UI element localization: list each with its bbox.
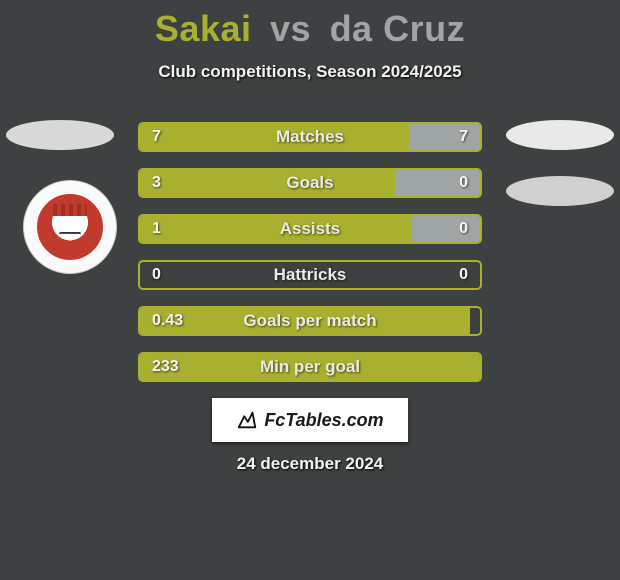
player2-club-placeholder [506, 176, 614, 206]
stat-row: 3Goals0 [138, 168, 482, 198]
stat-value-right: 0 [459, 170, 468, 196]
stat-label: Assists [140, 216, 480, 242]
stat-label: Hattricks [140, 262, 480, 288]
stat-label: Goals [140, 170, 480, 196]
club-logo-icon [37, 194, 103, 260]
brand-badge: FcTables.com [212, 398, 408, 442]
stat-label: Goals per match [140, 308, 480, 334]
player1-name: Sakai [155, 8, 252, 49]
comparison-title: Sakai vs da Cruz [0, 0, 620, 50]
stat-label: Matches [140, 124, 480, 150]
stats-bars: 7Matches73Goals01Assists00Hattricks00.43… [138, 122, 482, 398]
stat-value-right: 0 [459, 262, 468, 288]
vs-text: vs [270, 8, 311, 49]
stat-row: 233Min per goal [138, 352, 482, 382]
stat-row: 1Assists0 [138, 214, 482, 244]
subtitle: Club competitions, Season 2024/2025 [0, 62, 620, 82]
player1-photo-placeholder [6, 120, 114, 150]
stat-value-right: 7 [459, 124, 468, 150]
footer-date: 24 december 2024 [0, 454, 620, 474]
stat-label: Min per goal [140, 354, 480, 380]
player2-name: da Cruz [330, 8, 466, 49]
stat-row: 0.43Goals per match [138, 306, 482, 336]
stat-value-right: 0 [459, 216, 468, 242]
player2-photo-placeholder [506, 120, 614, 150]
stat-row: 7Matches7 [138, 122, 482, 152]
player1-club-logo [23, 180, 117, 274]
brand-logo-icon [236, 409, 258, 431]
stat-row: 0Hattricks0 [138, 260, 482, 290]
brand-text: FcTables.com [264, 410, 383, 431]
